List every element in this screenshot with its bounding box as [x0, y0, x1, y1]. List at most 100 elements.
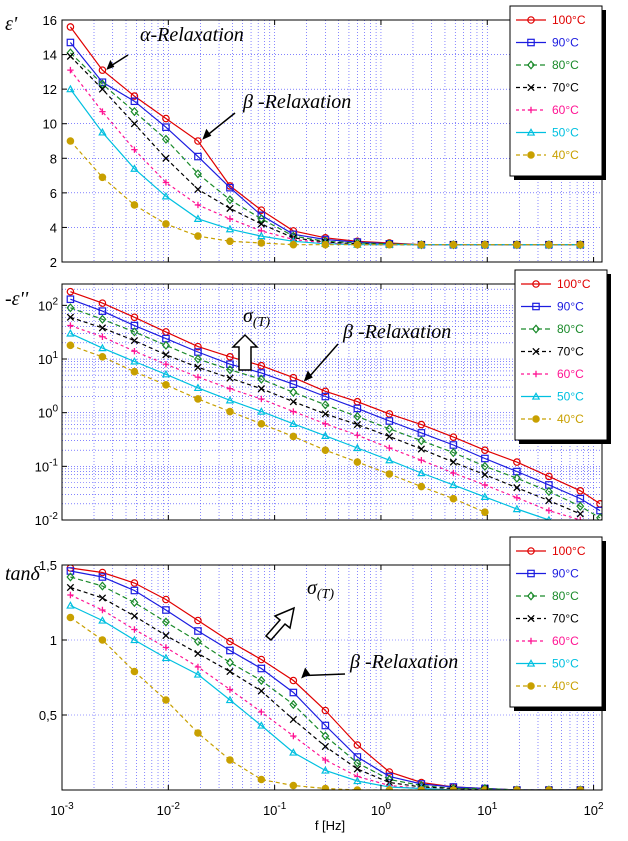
- data-point: [67, 66, 74, 74]
- data-point: [162, 381, 170, 389]
- annotation-arrow: [305, 673, 346, 677]
- data-point: [66, 295, 75, 304]
- data-point: [257, 664, 266, 673]
- data-point: [545, 496, 553, 505]
- legend: 100°C 90°C 80°C 70°C 60°C 50°C 40°C: [509, 536, 606, 711]
- data-point: [66, 287, 75, 296]
- data-point: [161, 369, 171, 378]
- x-tick-label-base: 10: [263, 803, 277, 818]
- legend-marker: [532, 347, 540, 356]
- x-tick-label: 10-3: [50, 801, 74, 818]
- data-point: [66, 52, 75, 60]
- annotation-alpha-relaxation: α-Relaxation: [140, 24, 244, 46]
- data-point: [194, 729, 202, 737]
- series-line-90c: [70, 298, 601, 512]
- epsilon-prime-panel: 2 4 6 8 10 12 14 16 ε' 100°C 90°C 80°C 70°C 60°C 50°C 4…: [5, 5, 606, 270]
- data-point: [98, 127, 107, 136]
- data-point: [512, 473, 521, 483]
- data-point: [512, 504, 522, 513]
- arrowhead-icon: [303, 370, 313, 382]
- data-point: [353, 411, 362, 422]
- data-point: [162, 114, 170, 123]
- data-point: [321, 446, 330, 454]
- y-tick-label-base: 10: [35, 459, 49, 474]
- y-tick-label: 102: [38, 296, 58, 313]
- arrowhead-icon: [106, 59, 115, 70]
- data-point: [162, 606, 170, 614]
- data-point: [449, 240, 458, 249]
- data-point: [417, 420, 426, 429]
- x-tick-label-exp: -3: [65, 801, 74, 812]
- data-point: [418, 457, 425, 464]
- data-point: [225, 395, 235, 404]
- annotations: α-Relaxation β -Relaxation: [106, 24, 351, 140]
- data-point: [130, 357, 139, 365]
- data-point: [385, 410, 394, 418]
- data-point: [513, 484, 521, 492]
- legend-label: 80°C: [552, 58, 579, 72]
- data-point: [289, 699, 298, 710]
- data-point: [194, 232, 202, 240]
- legend-marker: [532, 280, 540, 288]
- legend: 100°C 90°C 80°C 70°C 60°C 50°C 40°C: [509, 5, 606, 180]
- data-point: [226, 204, 234, 213]
- data-point: [161, 617, 170, 627]
- data-point: [450, 469, 457, 477]
- annotations: σ(T)β -Relaxation: [264, 577, 458, 679]
- legend-marker: [527, 569, 535, 578]
- data-point: [513, 494, 521, 501]
- x-tick-label-exp: -1: [277, 801, 286, 812]
- legend-marker: [527, 614, 535, 623]
- annotation-arrow: [204, 112, 236, 138]
- series-line-60c: [70, 325, 581, 520]
- data-point: [161, 653, 171, 662]
- legend-label: 80°C: [552, 589, 579, 603]
- data-point: [257, 220, 266, 228]
- data-point: [66, 328, 75, 337]
- series-line-80c: [70, 307, 601, 519]
- legend-label: 50°C: [557, 390, 584, 404]
- data-point: [545, 240, 553, 249]
- data-point: [162, 220, 170, 228]
- data-point: [289, 380, 298, 388]
- data-point: [66, 313, 75, 321]
- legend: 100°C 90°C 80°C 70°C 60°C 50°C 40°C: [514, 269, 611, 444]
- legend-marker: [532, 415, 540, 423]
- data-point: [258, 708, 265, 716]
- data-point: [193, 169, 202, 179]
- data-point: [98, 66, 107, 74]
- legend-label: 40°C: [557, 412, 584, 426]
- x-tick-label-base: 10: [50, 803, 64, 818]
- series-group: [66, 287, 602, 520]
- data-point: [194, 342, 202, 351]
- legend-label: 70°C: [557, 345, 584, 359]
- data-point: [130, 201, 139, 209]
- data-point: [99, 606, 106, 614]
- legend-box: [509, 536, 603, 708]
- y-axis-label: tanδ: [5, 563, 41, 585]
- y-tick-label: 1,5: [39, 558, 57, 573]
- y-tick-label: 6: [50, 186, 57, 201]
- x-tick-label-base: 10: [584, 803, 598, 818]
- data-point: [226, 237, 234, 246]
- data-point: [449, 433, 458, 441]
- data-point: [417, 445, 426, 453]
- data-point: [257, 407, 266, 415]
- data-point: [417, 482, 426, 491]
- legend-marker: [532, 324, 540, 334]
- data-point: [289, 715, 298, 724]
- y-tick-label-base: 10: [35, 513, 49, 528]
- data-point: [289, 748, 298, 756]
- legend-label: 100°C: [557, 277, 591, 291]
- y-tick-label: 14: [43, 48, 57, 63]
- data-point: [545, 472, 553, 481]
- annotation-beta-relaxation: β -Relaxation: [342, 321, 451, 343]
- data-point: [162, 154, 170, 162]
- y-tick-label-base: 10: [38, 352, 52, 367]
- data-point: [226, 360, 234, 369]
- data-point: [353, 776, 362, 785]
- data-point: [194, 137, 202, 145]
- data-point: [449, 458, 458, 466]
- data-point: [130, 667, 139, 676]
- data-point: [130, 120, 139, 128]
